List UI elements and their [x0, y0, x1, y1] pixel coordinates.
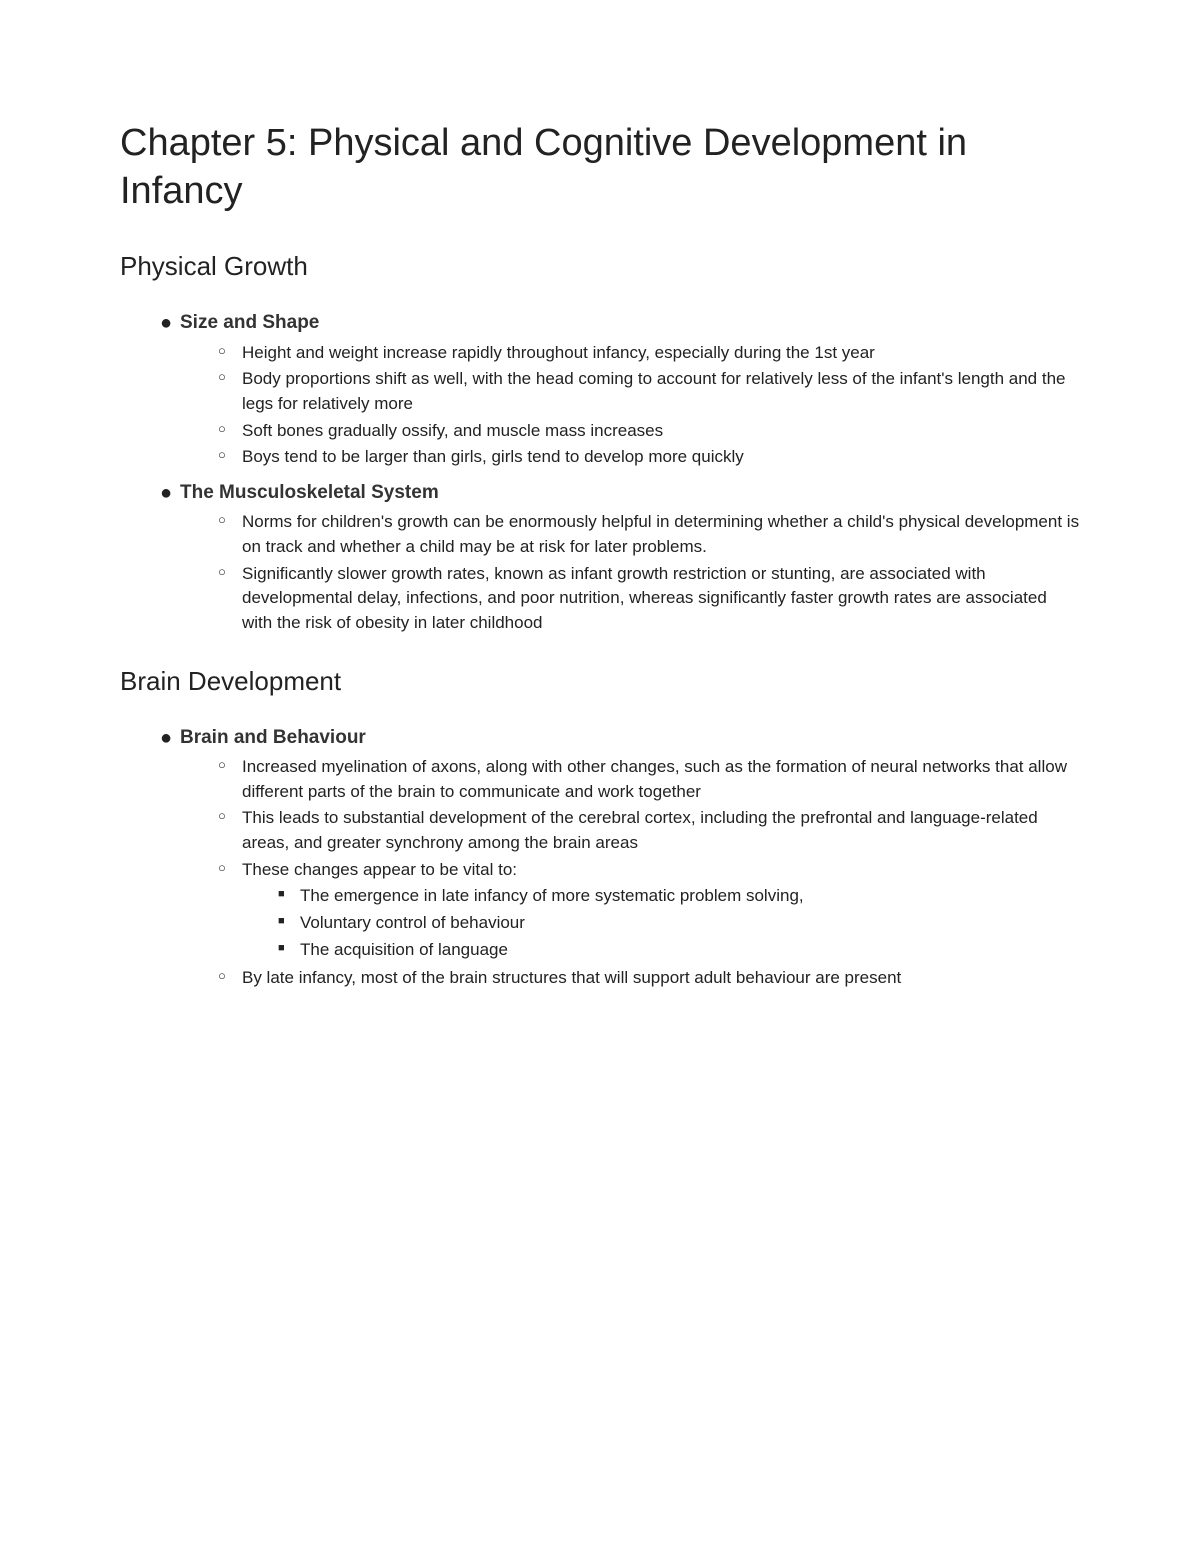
- point-list: ○Increased myelination of axons, along w…: [218, 755, 1080, 991]
- point-text: Body proportions shift as well, with the…: [242, 367, 1080, 416]
- bullet-square-icon: ■: [278, 884, 300, 905]
- bullet-square-icon: ■: [278, 911, 300, 932]
- point-text: These changes appear to be vital to:: [242, 858, 517, 883]
- bullet-circle-icon: ○: [218, 562, 242, 583]
- point-text: This leads to substantial development of…: [242, 806, 1080, 855]
- section-heading: Brain Development: [120, 666, 1080, 697]
- document-page: Chapter 5: Physical and Cognitive Develo…: [0, 0, 1200, 1553]
- sub-list: ■The emergence in late infancy of more s…: [278, 884, 1080, 962]
- bullet-disc-icon: ●: [160, 480, 180, 506]
- point-item: ○Height and weight increase rapidly thro…: [218, 341, 1080, 366]
- topic-item: ●Size and Shape○Height and weight increa…: [160, 310, 1080, 470]
- topic-row: ●Size and Shape: [160, 310, 1080, 337]
- topic-title: Size and Shape: [180, 310, 319, 337]
- point-text: Height and weight increase rapidly throu…: [242, 341, 875, 366]
- point-text: Increased myelination of axons, along wi…: [242, 755, 1080, 804]
- topic-row: ●Brain and Behaviour: [160, 725, 1080, 752]
- point-item: ○Norms for children's growth can be enor…: [218, 510, 1080, 559]
- sub-text: The acquisition of language: [300, 938, 508, 963]
- topic-title: Brain and Behaviour: [180, 725, 366, 752]
- sub-item: ■The acquisition of language: [278, 938, 1080, 963]
- point-text: Soft bones gradually ossify, and muscle …: [242, 419, 663, 444]
- bullet-circle-icon: ○: [218, 419, 242, 440]
- sections-container: Physical Growth●Size and Shape○Height an…: [120, 251, 1080, 991]
- bullet-disc-icon: ●: [160, 725, 180, 751]
- bullet-circle-icon: ○: [218, 806, 242, 827]
- point-item: ○Significantly slower growth rates, know…: [218, 562, 1080, 636]
- sub-item: ■The emergence in late infancy of more s…: [278, 884, 1080, 909]
- point-list: ○Height and weight increase rapidly thro…: [218, 341, 1080, 470]
- sub-text: Voluntary control of behaviour: [300, 911, 525, 936]
- topic-row: ●The Musculoskeletal System: [160, 480, 1080, 507]
- point-list: ○Norms for children's growth can be enor…: [218, 510, 1080, 635]
- topic-list: ●Size and Shape○Height and weight increa…: [160, 310, 1080, 636]
- point-item: ○By late infancy, most of the brain stru…: [218, 966, 1080, 991]
- point-item: ○These changes appear to be vital to:: [218, 858, 1080, 883]
- topic-list: ●Brain and Behaviour○Increased myelinati…: [160, 725, 1080, 991]
- bullet-square-icon: ■: [278, 938, 300, 959]
- point-item: ○Body proportions shift as well, with th…: [218, 367, 1080, 416]
- topic-item: ●Brain and Behaviour○Increased myelinati…: [160, 725, 1080, 991]
- sub-text: The emergence in late infancy of more sy…: [300, 884, 804, 909]
- sub-item: ■Voluntary control of behaviour: [278, 911, 1080, 936]
- point-item: ○Increased myelination of axons, along w…: [218, 755, 1080, 804]
- bullet-circle-icon: ○: [218, 341, 242, 362]
- bullet-circle-icon: ○: [218, 966, 242, 987]
- bullet-disc-icon: ●: [160, 310, 180, 336]
- point-text: Significantly slower growth rates, known…: [242, 562, 1080, 636]
- point-item: ○Boys tend to be larger than girls, girl…: [218, 445, 1080, 470]
- point-text: By late infancy, most of the brain struc…: [242, 966, 901, 991]
- bullet-circle-icon: ○: [218, 755, 242, 776]
- bullet-circle-icon: ○: [218, 510, 242, 531]
- bullet-circle-icon: ○: [218, 445, 242, 466]
- bullet-circle-icon: ○: [218, 858, 242, 879]
- section-heading: Physical Growth: [120, 251, 1080, 282]
- bullet-circle-icon: ○: [218, 367, 242, 388]
- point-item: ○This leads to substantial development o…: [218, 806, 1080, 855]
- topic-item: ●The Musculoskeletal System ○Norms for ch…: [160, 480, 1080, 636]
- topic-title: The Musculoskeletal System: [180, 480, 439, 507]
- point-item: ○Soft bones gradually ossify, and muscle…: [218, 419, 1080, 444]
- point-text: Boys tend to be larger than girls, girls…: [242, 445, 744, 470]
- point-text: Norms for children's growth can be enorm…: [242, 510, 1080, 559]
- document-title: Chapter 5: Physical and Cognitive Develo…: [120, 120, 1080, 215]
